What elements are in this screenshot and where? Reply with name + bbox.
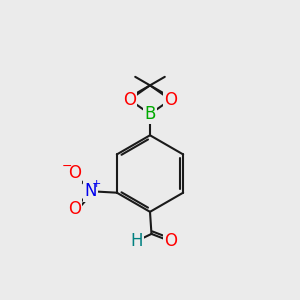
Text: H: H [130, 232, 142, 250]
Text: −: − [61, 160, 72, 173]
Text: O: O [164, 91, 177, 109]
Text: O: O [123, 91, 136, 109]
Text: O: O [68, 200, 81, 218]
Text: +: + [92, 179, 101, 189]
Text: O: O [68, 164, 81, 182]
Text: N: N [84, 182, 97, 200]
Text: O: O [164, 232, 177, 250]
Text: B: B [144, 105, 156, 123]
